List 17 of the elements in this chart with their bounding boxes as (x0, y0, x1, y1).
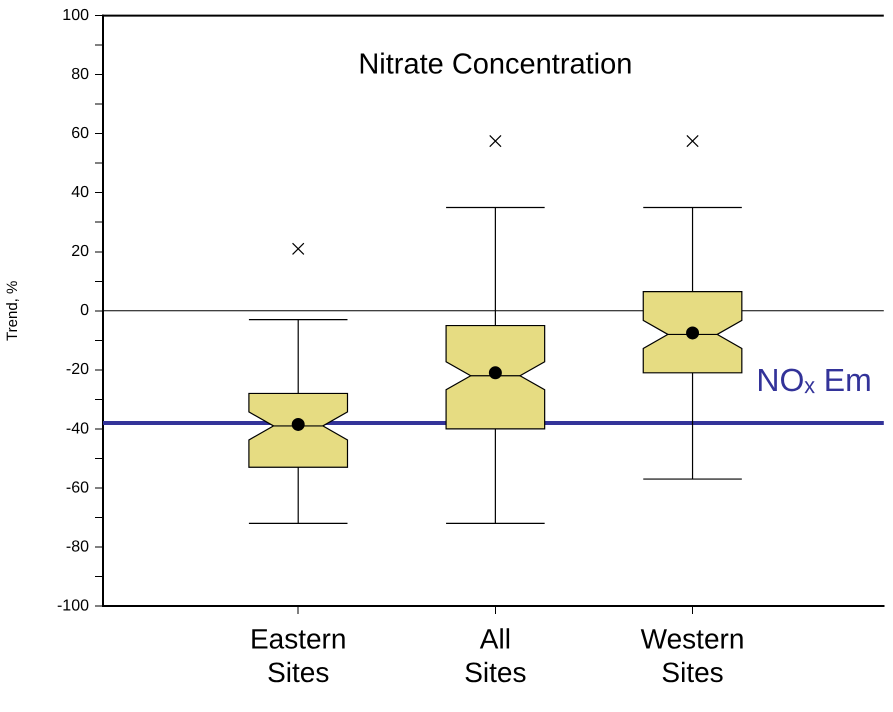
x-tick-label: All Sites (464, 624, 526, 688)
y-tick-label: 80 (71, 66, 90, 84)
y-tick-label: -80 (66, 538, 90, 556)
y-tick-label: 0 (80, 302, 90, 320)
y-tick-label: -20 (66, 361, 90, 378)
y-tick-label: 60 (71, 125, 90, 142)
y-tick-label: -100 (56, 597, 90, 614)
x-tick-label: Western Sites (640, 624, 744, 688)
y-tick-label: -40 (66, 420, 90, 438)
y-tick-label: 20 (71, 243, 90, 260)
y-tick-label: 40 (71, 184, 90, 202)
text: Nitrate Concentration (358, 48, 632, 81)
ref-line-label: NOₓ Em (756, 362, 872, 398)
y-tick-label: 100 (62, 7, 90, 24)
x-tick-label: Eastern Sites (250, 624, 346, 688)
y-tick-label: -60 (66, 479, 90, 496)
y-axis-title: Trend, % (4, 280, 22, 341)
